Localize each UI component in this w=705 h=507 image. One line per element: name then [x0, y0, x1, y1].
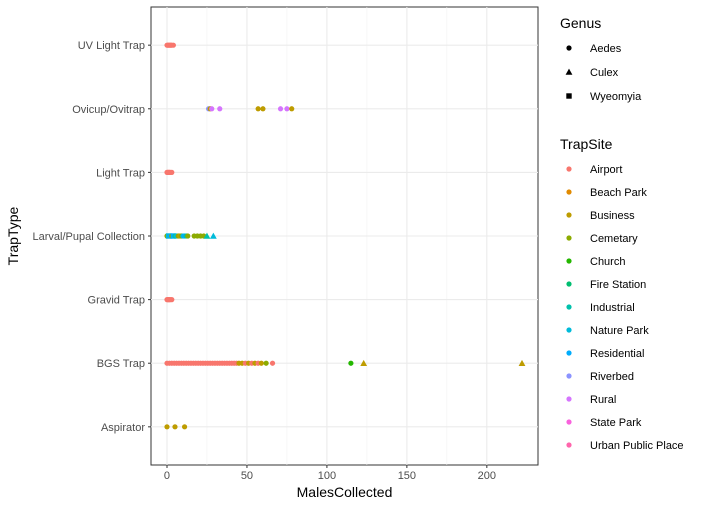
trapsite-legend-label: Urban Public Place: [590, 440, 684, 452]
trapsite-legend-label: Airport: [590, 164, 622, 176]
trapsite-legend-label: Beach Park: [590, 187, 647, 199]
trapsite-legend-key: [566, 396, 572, 402]
trapsite-legend-label: Nature Park: [590, 325, 649, 337]
data-point: [263, 360, 269, 366]
trapsite-legend-label: Fire Station: [590, 279, 646, 291]
trapsite-legend-label: Riverbed: [590, 371, 634, 383]
data-point: [181, 424, 188, 430]
genus-legend-label: Wyeomyia: [590, 91, 642, 103]
trapsite-legend-key: [566, 258, 572, 264]
x-tick-label: 50: [241, 470, 253, 482]
trapsite-legend-key: [566, 189, 572, 195]
trapsite-legend-key: [566, 350, 572, 356]
trapsite-legend-key: [566, 373, 572, 379]
genus-legend-title: Genus: [560, 15, 601, 31]
grid-lines: [151, 7, 538, 465]
trapsite-legend-label: State Park: [590, 417, 642, 429]
genus-legend-label: Aedes: [590, 43, 622, 55]
trapsite-legend-title: TrapSite: [560, 136, 613, 152]
trapsite-legend-label: Residential: [590, 348, 644, 360]
x-tick-label: 150: [398, 470, 416, 482]
data-point: [289, 106, 295, 112]
x-axis-title: MalesCollected: [297, 484, 393, 500]
trapsite-legend-label: Church: [590, 256, 625, 268]
trapsite-legend-label: Cemetary: [590, 233, 638, 245]
data-point: [260, 106, 266, 112]
data-point: [170, 42, 176, 48]
genus-legend-key: [565, 68, 573, 75]
y-tick-label: Larval/Pupal Collection: [32, 231, 145, 243]
y-tick-label: Aspirator: [101, 422, 145, 434]
data-point: [169, 169, 175, 175]
data-point: [209, 106, 215, 112]
data-point: [284, 106, 290, 112]
x-axis: 0 50 100 150 200: [164, 465, 496, 482]
genus-legend-key: [566, 45, 572, 51]
trapsite-legend-key: [566, 281, 572, 287]
y-tick-label: BGS Trap: [97, 358, 145, 370]
y-axis: Aspirator BGS Trap Gravid Trap Larval/Pupal…: [32, 40, 151, 434]
data-point: [258, 360, 264, 366]
data-point: [169, 297, 175, 303]
trapsite-legend-key: [566, 166, 572, 172]
genus-legend-label: Culex: [590, 67, 619, 79]
data-point: [255, 106, 261, 112]
x-tick-label: 0: [164, 470, 170, 482]
trapsite-legend-key: [566, 212, 572, 218]
trapsite-legend-label: Business: [590, 210, 635, 222]
x-tick-label: 200: [478, 470, 496, 482]
y-tick-label: Ovicup/Ovitrap: [72, 104, 145, 116]
trapsite-legend-key: [566, 442, 572, 448]
data-point: [518, 359, 526, 366]
y-axis-title: TrapType: [5, 206, 21, 265]
data-point: [185, 233, 191, 239]
data-point: [217, 106, 223, 112]
data-point: [209, 232, 217, 239]
data-point: [269, 360, 276, 366]
trapsite-legend-key: [566, 235, 572, 241]
trapsite-legend-label: Rural: [590, 394, 616, 406]
y-tick-label: Gravid Trap: [88, 295, 145, 307]
data-point: [277, 106, 284, 112]
data-point: [348, 360, 354, 366]
trapsite-legend-key: [566, 304, 572, 310]
trapsite-legend-key: [566, 327, 572, 333]
data-point: [360, 359, 368, 366]
data-point: [164, 424, 170, 430]
trapsite-legend-key: [566, 419, 572, 425]
legend: Genus TrapSite Aedes Culex Wyeomyia Airport…: [560, 15, 684, 452]
trapsite-legend-label: Industrial: [590, 302, 635, 314]
x-tick-label: 100: [318, 470, 336, 482]
data-point: [172, 424, 178, 430]
data-points: [164, 42, 526, 430]
y-tick-label: Light Trap: [96, 167, 145, 179]
y-tick-label: UV Light Trap: [78, 40, 145, 52]
data-point: [203, 232, 211, 239]
genus-legend-key: [566, 93, 572, 99]
